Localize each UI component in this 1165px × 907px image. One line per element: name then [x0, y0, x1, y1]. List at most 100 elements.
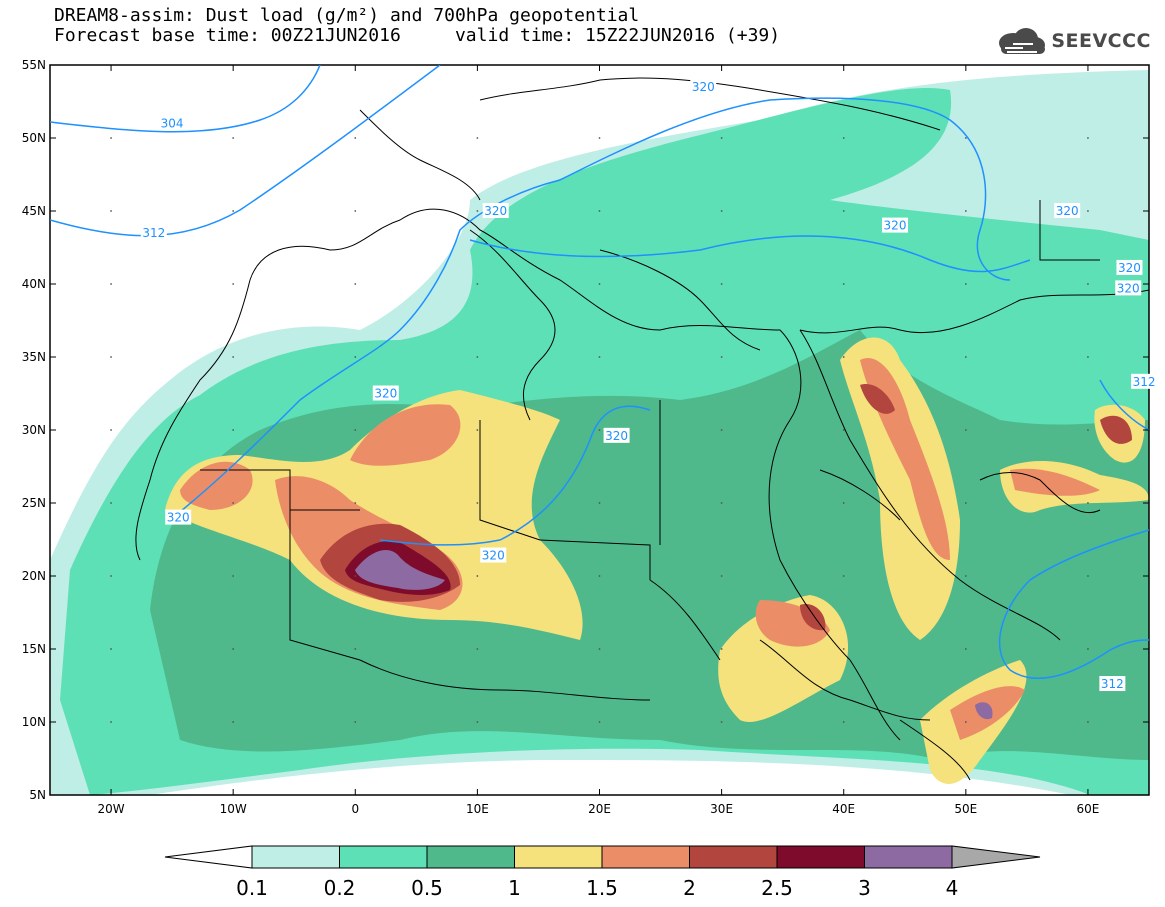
lat-label: 35N: [22, 350, 46, 364]
colorbar-swatch: [776, 845, 865, 869]
graticule: [110, 137, 1089, 723]
contour-label: 312: [142, 226, 165, 240]
dust-level-3: [355, 550, 445, 590]
grid-dot: [232, 575, 235, 577]
contour-label: 320: [692, 80, 715, 94]
grid-dot: [476, 575, 479, 577]
cloud-icon: [999, 28, 1046, 54]
colorbar-swatch: [251, 845, 340, 869]
contour-label-bg: [603, 427, 630, 443]
grid-dot: [1087, 137, 1089, 139]
lon-label: 10W: [220, 802, 247, 816]
grid-dot: [110, 283, 112, 285]
grid-dot: [720, 210, 723, 212]
lat-label: 40N: [22, 277, 46, 291]
grid-dot: [110, 575, 112, 577]
colorbar-swatch: [514, 845, 603, 869]
contour-label-bg: [140, 224, 167, 240]
longitude-labels: 20W 10W 0 10E 20E 30E 40E 50E 60E: [97, 65, 1099, 816]
chart-title: DREAM8-assim: Dust load (g/m²) and 700hP…: [54, 5, 640, 26]
grid-dot: [354, 429, 357, 431]
grid-dot: [720, 283, 723, 285]
grid-dot: [1087, 283, 1089, 285]
grid-dot: [842, 137, 845, 139]
contour-label-bg: [165, 509, 192, 525]
grid-dot: [110, 502, 112, 504]
colorbar-swatch: [426, 845, 515, 869]
grid-dot: [964, 575, 967, 577]
grid-dot: [354, 283, 357, 285]
grid-dot: [354, 502, 357, 504]
grid-dot: [598, 575, 601, 577]
grid-dot: [964, 137, 967, 139]
grid-dot: [1087, 210, 1089, 212]
grid-dot: [110, 721, 112, 723]
grid-dot: [598, 648, 601, 650]
grid-dot: [232, 648, 235, 650]
lat-label: 45N: [22, 204, 46, 218]
lat-label: 20N: [22, 569, 46, 583]
lon-label: 30E: [710, 802, 733, 816]
grid-dot: [964, 283, 967, 285]
contour-label: 320: [484, 204, 507, 218]
grid-dot: [110, 648, 112, 650]
colorbar-label: 2.5: [761, 876, 793, 900]
contour-label: 320: [482, 549, 505, 563]
lat-label: 15N: [22, 642, 46, 656]
contour-label: 320: [605, 429, 628, 443]
lon-label: 0: [351, 802, 359, 816]
grid-dot: [476, 356, 479, 358]
grid-dot: [110, 137, 112, 139]
grid-dot: [720, 356, 723, 358]
contour-label-bg: [1099, 676, 1126, 692]
colorbar: 0.1 0.2 0.5 1 1.5 2 2.5 3 4: [164, 845, 1041, 900]
chart-subtitle: Forecast base time: 00Z21JUN2016 valid t…: [54, 25, 781, 46]
contour-label-bg: [1054, 203, 1081, 218]
grid-dot: [842, 429, 845, 431]
colorbar-over: [951, 845, 1041, 869]
colorbar-swatch: [864, 845, 953, 869]
grid-dot: [598, 429, 601, 431]
contour-label-bg: [1116, 259, 1143, 275]
contour-label-bg: [372, 385, 399, 401]
grid-dot: [842, 721, 845, 723]
colorbar-label: 0.1: [236, 876, 268, 900]
grid-dot: [1087, 721, 1089, 723]
grid-dot: [964, 502, 967, 504]
lat-label: 5N: [29, 788, 46, 802]
colorbar-swatch: [689, 845, 778, 869]
colorbar-swatch: [601, 845, 690, 869]
grid-dot: [1087, 429, 1089, 431]
grid-dot: [1087, 502, 1089, 504]
grid-dot: [598, 137, 601, 139]
grid-dot: [232, 721, 235, 723]
lon-label: 50E: [954, 802, 977, 816]
colorbar-label: 0.5: [411, 876, 443, 900]
grid-dot: [232, 210, 235, 212]
contour-label: 304: [161, 116, 184, 130]
grid-dot: [232, 356, 235, 358]
grid-dot: [232, 502, 235, 504]
grid-dot: [842, 575, 845, 577]
lon-label: 20E: [588, 802, 611, 816]
grid-dot: [964, 210, 967, 212]
grid-dot: [232, 283, 235, 285]
colorbar-label: 1: [508, 876, 521, 900]
grid-dot: [1087, 356, 1089, 358]
grid-dot: [598, 210, 601, 212]
grid-dot: [476, 429, 479, 431]
colorbar-label: 4: [946, 876, 959, 900]
grid-dot: [720, 721, 723, 723]
grid-dot: [842, 648, 845, 650]
contour-label-bg: [480, 547, 507, 563]
colorbar-label: 1.5: [586, 876, 618, 900]
grid-dot: [964, 721, 967, 723]
colorbar-label: 2: [683, 876, 696, 900]
grid-dot: [598, 356, 601, 358]
grid-dot: [354, 137, 357, 139]
grid-dot: [720, 137, 723, 139]
colorbar-label: 3: [858, 876, 871, 900]
grid-dot: [476, 137, 479, 139]
grid-dot: [842, 356, 845, 358]
grid-dot: [720, 429, 723, 431]
